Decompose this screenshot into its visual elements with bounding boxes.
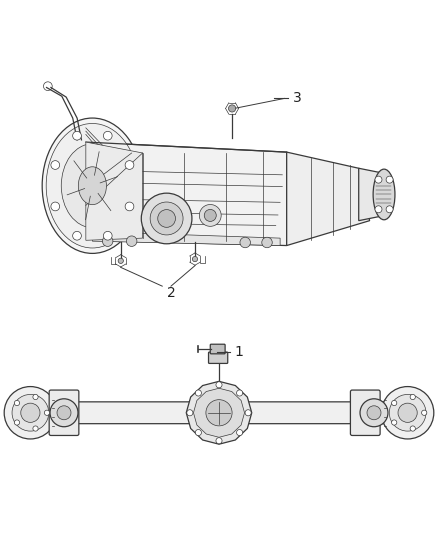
Circle shape	[125, 202, 134, 211]
Circle shape	[367, 406, 381, 420]
Circle shape	[195, 390, 201, 396]
Ellipse shape	[46, 124, 138, 248]
Ellipse shape	[373, 169, 395, 220]
Circle shape	[375, 206, 382, 213]
Circle shape	[51, 202, 60, 211]
Text: 3: 3	[293, 91, 302, 106]
Ellipse shape	[78, 167, 106, 205]
Circle shape	[392, 400, 397, 406]
Circle shape	[158, 209, 176, 228]
Circle shape	[103, 231, 112, 240]
Polygon shape	[186, 381, 252, 444]
Circle shape	[204, 209, 216, 221]
Circle shape	[192, 256, 198, 262]
Circle shape	[229, 105, 236, 112]
Circle shape	[33, 426, 38, 431]
Circle shape	[118, 258, 124, 263]
FancyBboxPatch shape	[49, 390, 79, 435]
Circle shape	[389, 394, 426, 431]
Circle shape	[262, 237, 272, 248]
Polygon shape	[92, 231, 280, 246]
FancyBboxPatch shape	[208, 352, 228, 364]
Circle shape	[199, 205, 221, 227]
Ellipse shape	[61, 144, 124, 228]
Circle shape	[216, 382, 222, 388]
Circle shape	[4, 386, 57, 439]
Circle shape	[392, 420, 397, 425]
FancyBboxPatch shape	[17, 402, 421, 424]
Circle shape	[386, 206, 393, 213]
Circle shape	[410, 394, 415, 400]
Circle shape	[14, 420, 20, 425]
Circle shape	[237, 390, 243, 396]
Circle shape	[195, 430, 201, 435]
Circle shape	[44, 410, 49, 415]
Circle shape	[73, 131, 81, 140]
Circle shape	[141, 193, 192, 244]
Circle shape	[398, 403, 417, 422]
Circle shape	[73, 231, 81, 240]
Polygon shape	[287, 152, 370, 246]
Text: 2: 2	[166, 286, 175, 300]
Circle shape	[216, 438, 222, 444]
Circle shape	[381, 386, 434, 439]
Polygon shape	[194, 388, 244, 437]
Circle shape	[51, 160, 60, 169]
Polygon shape	[86, 142, 287, 246]
Circle shape	[150, 202, 183, 235]
Circle shape	[237, 430, 243, 435]
Circle shape	[410, 426, 415, 431]
Circle shape	[21, 403, 40, 422]
Circle shape	[50, 399, 78, 427]
Circle shape	[360, 399, 388, 427]
FancyBboxPatch shape	[350, 390, 380, 435]
Circle shape	[57, 406, 71, 420]
Circle shape	[187, 410, 193, 416]
Circle shape	[422, 410, 427, 415]
Circle shape	[33, 394, 38, 400]
Circle shape	[240, 237, 251, 248]
Ellipse shape	[42, 118, 143, 253]
Circle shape	[102, 236, 113, 246]
Circle shape	[206, 400, 232, 426]
Circle shape	[375, 176, 382, 183]
Circle shape	[125, 160, 134, 169]
Circle shape	[103, 131, 112, 140]
FancyBboxPatch shape	[210, 344, 225, 354]
Polygon shape	[86, 142, 143, 240]
Circle shape	[245, 410, 251, 416]
Circle shape	[127, 236, 137, 246]
Circle shape	[386, 176, 393, 183]
Text: 1: 1	[234, 345, 243, 359]
Circle shape	[14, 400, 20, 406]
Polygon shape	[359, 168, 381, 221]
Circle shape	[12, 394, 49, 431]
